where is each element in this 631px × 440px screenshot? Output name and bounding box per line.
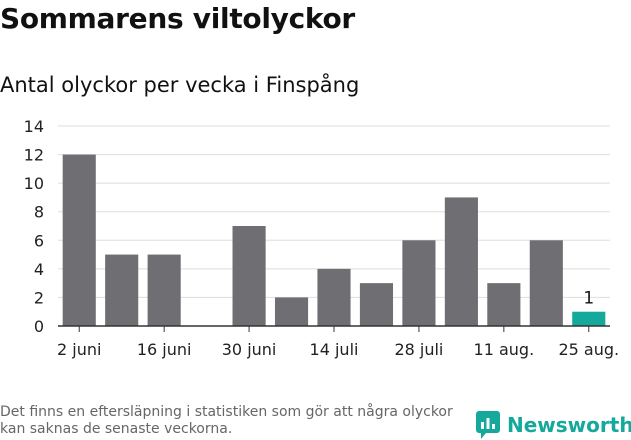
bar xyxy=(232,226,266,326)
y-tick-label: 6 xyxy=(34,231,44,250)
bar xyxy=(274,297,309,326)
bar xyxy=(359,283,394,326)
bar-chart: 0 2 4 6 8 10 12 14 2 juni 16 juni 30 juni 14 juli 28… xyxy=(24,117,619,359)
x-tick-label: 16 juni xyxy=(137,340,192,359)
bar xyxy=(317,268,351,326)
bar xyxy=(572,311,606,326)
x-tick-label: 11 aug. xyxy=(474,340,535,359)
bar xyxy=(62,154,96,326)
brand-logo: Newsworthy xyxy=(476,410,631,440)
y-tick-label: 8 xyxy=(34,203,44,222)
bar xyxy=(529,240,563,326)
bar xyxy=(402,240,436,326)
x-tick-label: 2 juni xyxy=(57,340,101,359)
bar xyxy=(147,254,181,326)
data-label: 1 xyxy=(583,289,594,309)
x-tick-label: 28 juli xyxy=(394,340,443,359)
bar xyxy=(487,283,521,326)
bar xyxy=(444,197,478,326)
y-tick-label: 10 xyxy=(24,174,44,193)
bar xyxy=(105,254,139,326)
x-tick-label: 30 juni xyxy=(222,340,277,359)
y-tick-label: 2 xyxy=(34,288,44,307)
chart-title: Sommarens viltolyckor xyxy=(0,2,355,35)
footnote: Det finns en eftersläpning i statistiken… xyxy=(0,404,453,437)
newsworthy-logo-icon xyxy=(476,411,500,439)
y-tick-label: 0 xyxy=(34,317,44,336)
x-tick-label: 14 juli xyxy=(310,340,359,359)
brand-name: Newsworthy xyxy=(507,413,631,437)
y-tick-label: 14 xyxy=(24,117,44,136)
y-tick-label: 4 xyxy=(34,260,44,279)
y-tick-label: 12 xyxy=(24,146,44,165)
chart-subtitle: Antal olyckor per vecka i Finspång xyxy=(0,73,360,97)
x-tick-label: 25 aug. xyxy=(558,340,619,359)
